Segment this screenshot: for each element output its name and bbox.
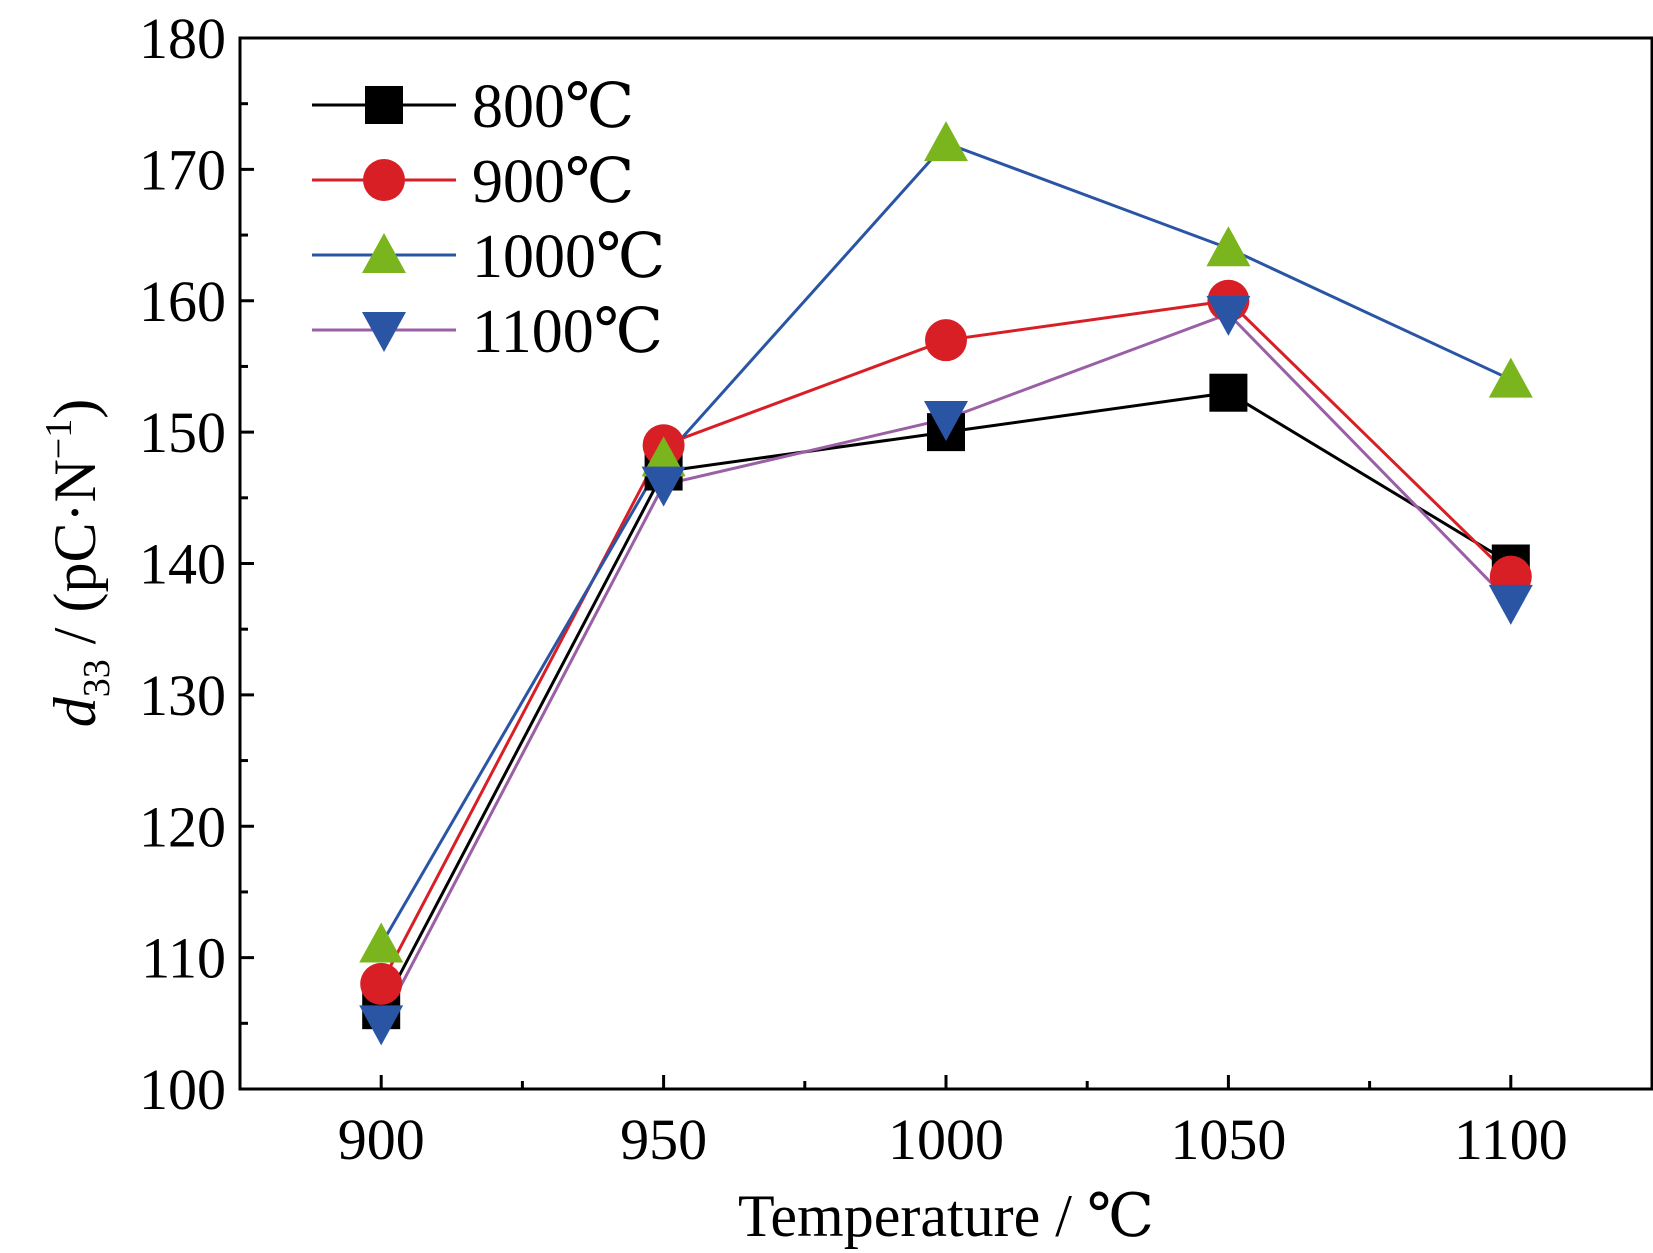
y-axis-title-main: d (42, 696, 108, 727)
y-tick-label: 100 (139, 1057, 226, 1122)
y-axis-title: d33 / (pC·N−1) (38, 399, 118, 727)
data-point (641, 466, 686, 507)
x-tick-label: 1050 (1170, 1107, 1286, 1172)
y-axis-title-sup: −1 (38, 419, 80, 459)
legend-label: 900℃ (472, 148, 634, 216)
data-point (924, 400, 968, 441)
data-point (359, 922, 404, 963)
y-axis-title-unit: / (pC·N (42, 459, 108, 659)
y-tick-label: 110 (141, 926, 226, 991)
x-axis-title: Temperature / ℃ (738, 1183, 1154, 1249)
data-point (1206, 226, 1251, 267)
legend-marker (362, 312, 406, 352)
data-point (1209, 373, 1248, 412)
legend-marker (363, 159, 405, 201)
data-point (924, 121, 968, 162)
series-markers (359, 121, 1533, 1046)
y-tick-label: 120 (139, 794, 226, 859)
data-point (1488, 584, 1533, 625)
x-tick-label: 950 (620, 1107, 707, 1172)
y-tick-label: 130 (139, 663, 226, 728)
data-point (641, 436, 686, 477)
legend: 800℃ 900℃ 1000℃ 1100℃ (312, 73, 665, 366)
x-tick-label: 900 (338, 1107, 425, 1172)
legend-label: 1000℃ (472, 223, 665, 291)
y-tick-label: 150 (139, 400, 226, 465)
y-tick-label: 160 (139, 269, 226, 334)
y-tick-label: 180 (139, 6, 226, 71)
y-tick-label: 170 (139, 137, 226, 202)
data-point (360, 962, 403, 1005)
data-point (359, 1005, 404, 1046)
legend-marker (365, 86, 403, 124)
data-point (1488, 357, 1533, 398)
data-point (1206, 295, 1251, 336)
plot-frame (238, 36, 1653, 1091)
y-axis-title-sub: 33 (76, 659, 118, 697)
data-point (925, 319, 967, 362)
legend-marker (362, 233, 406, 273)
tick-labels: 100 110 120 130 140 150 160 170 180 900 950 1000 105… (139, 6, 1568, 1172)
legend-label: 800℃ (472, 73, 634, 141)
y-tick-label: 140 (139, 532, 226, 597)
legend-label: 1100℃ (472, 298, 663, 366)
x-tick-label: 1000 (888, 1107, 1004, 1172)
y-axis-title-close: ) (42, 399, 108, 419)
x-tick-label: 1100 (1454, 1107, 1568, 1172)
